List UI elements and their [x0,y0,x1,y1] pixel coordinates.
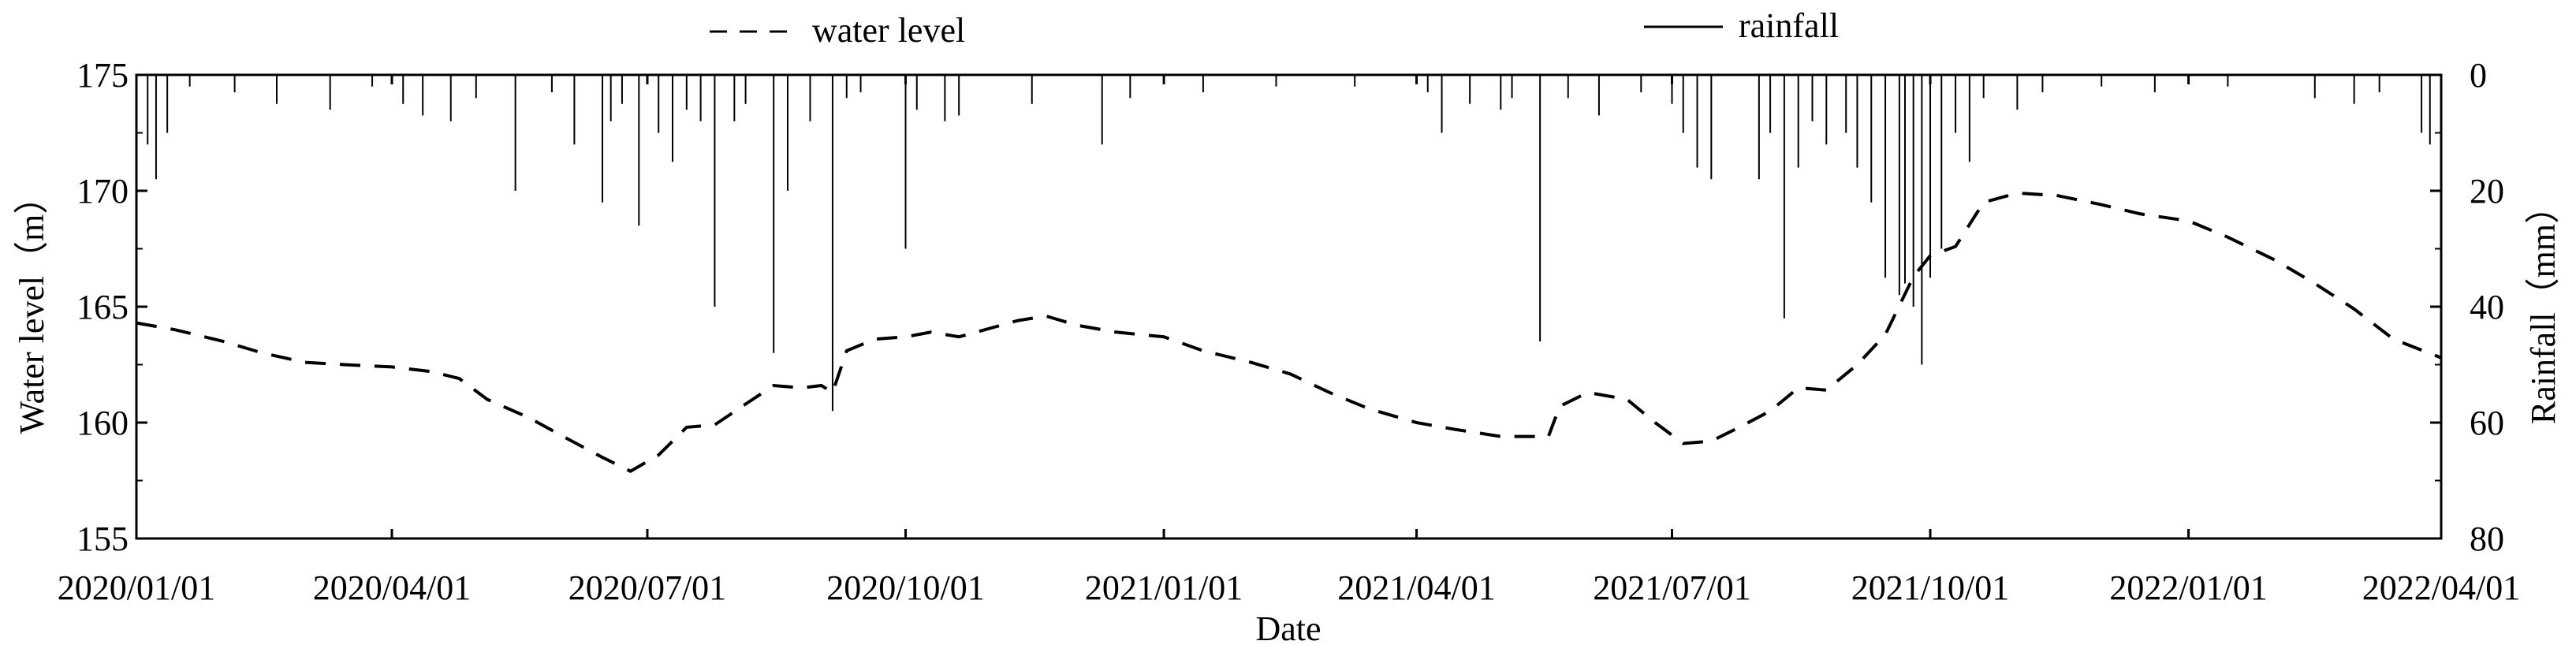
x-axis-title: Date [1255,609,1321,648]
legend-rainfall-label: rainfall [1739,6,1839,45]
y-right-tick-label: 60 [2470,404,2504,442]
rainfall-bars [147,75,2431,412]
x-tick-label: 2021/10/01 [1851,568,2009,607]
y-axis-left-title: Water level（m） [13,180,51,434]
water-level-line [136,191,2442,473]
x-tick-label: 2020/07/01 [569,568,726,607]
plot-area-frame [135,73,2443,540]
y-right-tick-label: 40 [2470,288,2504,326]
x-tick-label: 2020/10/01 [826,568,984,607]
y-left-tick-label: 155 [76,520,129,558]
y-left-tick-label: 165 [76,288,129,326]
legend: water level rainfall [710,6,1839,50]
y-right-tick-label: 20 [2470,172,2504,211]
y-axis-right-title: Rainfall（mm） [2524,189,2563,424]
x-axis: 2020/01/01 2020/04/01 2020/07/01 2020/10/01… [58,75,2520,607]
y-right-tick-label: 0 [2470,56,2487,95]
x-tick-label: 2021/04/01 [1337,568,1495,607]
x-tick-label: 2022/04/01 [2362,568,2520,607]
legend-water-level-label: water level [812,11,965,50]
y-axis-left: 155 160 165 170 175 [76,56,147,558]
x-tick-label: 2020/01/01 [58,568,215,607]
y-left-tick-label: 160 [76,404,129,442]
y-right-tick-label: 80 [2470,520,2504,558]
x-tick-label: 2022/01/01 [2109,568,2267,607]
x-tick-label: 2020/04/01 [313,568,471,607]
x-tick-label: 2021/07/01 [1593,568,1750,607]
y-axis-right: 0 20 40 60 80 [2430,56,2504,558]
x-tick-label: 2021/01/01 [1085,568,1243,607]
y-left-tick-label: 170 [76,172,129,211]
y-left-tick-label: 175 [76,56,129,95]
